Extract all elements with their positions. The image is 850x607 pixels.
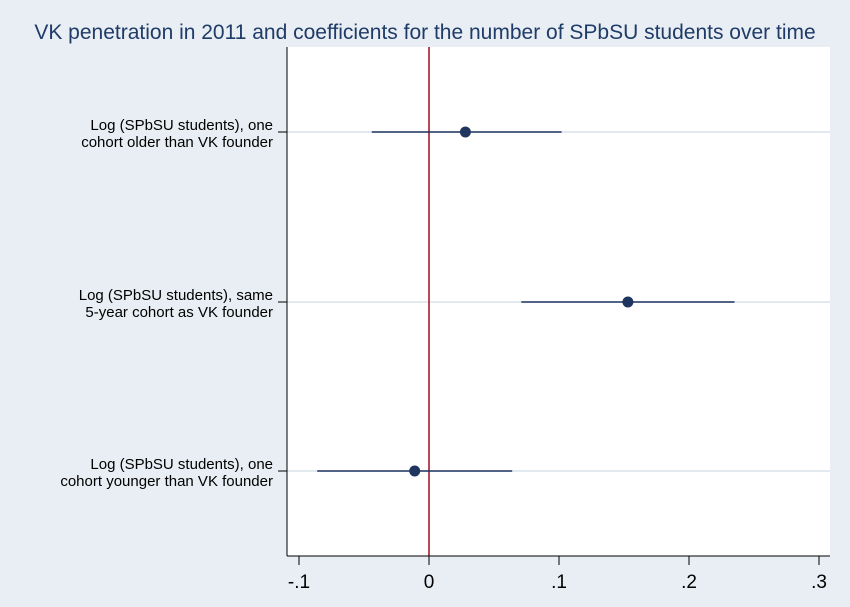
chart-title: VK penetration in 2011 and coefficients … [34,21,815,44]
x-tick-label: .2 [681,572,697,593]
category-label-line: Log (SPbSU students), one [90,117,273,134]
point-estimate [459,126,471,138]
category-label-line: cohort older than VK founder [81,134,273,151]
x-tick-label: -.1 [288,572,310,593]
x-axis-ticks: -.1 0 .1 .2 .3 [288,556,827,593]
category-label: Log (SPbSU students), one cohort older th… [81,117,273,151]
point-estimate [409,465,421,477]
category-label: Log (SPbSU students), one cohort younger … [60,456,273,490]
category-label-line: Log (SPbSU students), one [90,456,273,473]
x-tick-label: 0 [424,572,435,593]
y-axis-ticks [278,131,287,472]
category-label: Log (SPbSU students), same 5-year cohort … [79,287,273,321]
x-tick-label: .3 [811,572,827,593]
x-tick-label: .1 [551,572,567,593]
point-estimate [622,296,634,308]
category-label-line: Log (SPbSU students), same [79,287,273,304]
category-label-line: cohort younger than VK founder [60,473,273,490]
point-estimates [409,126,634,477]
category-label-line: 5-year cohort as VK founder [85,304,273,321]
category-labels: Log (SPbSU students), one cohort older th… [60,117,273,490]
